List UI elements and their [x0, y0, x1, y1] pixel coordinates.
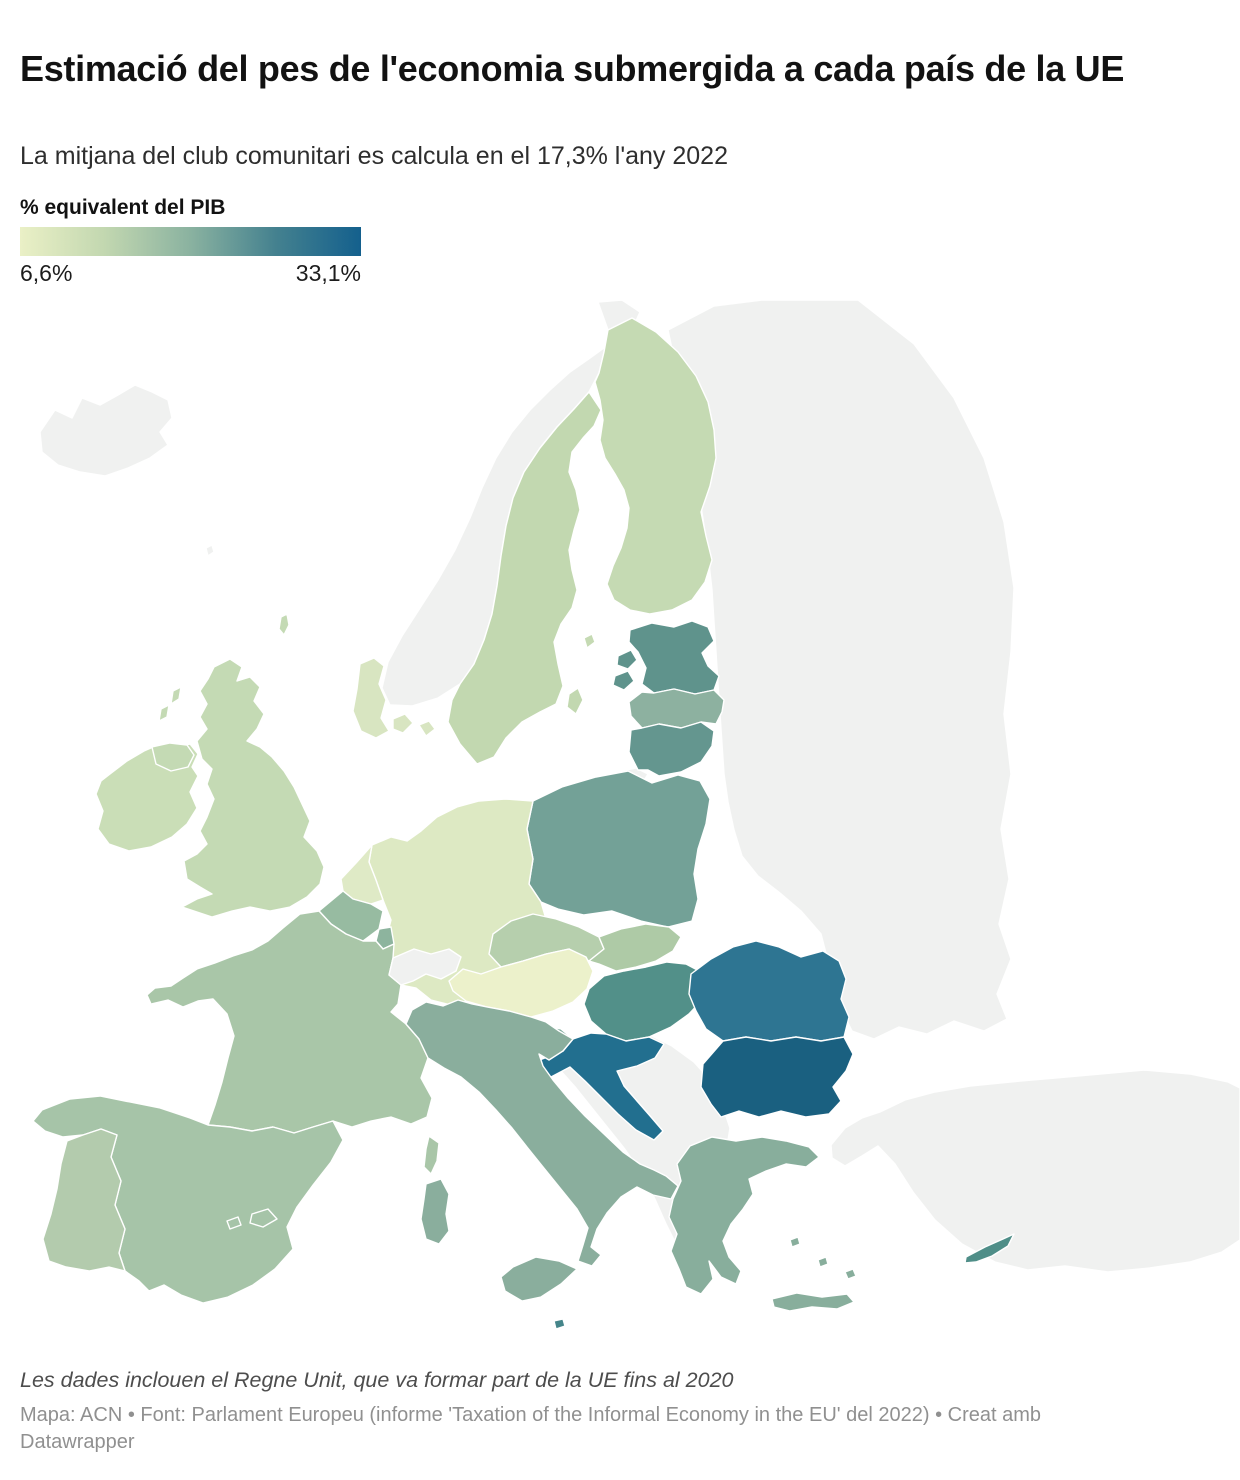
country-uk-northern-ireland[interactable]: [151, 742, 195, 772]
country-italy-sicily[interactable]: [500, 1256, 578, 1302]
country-finland-aland[interactable]: [583, 633, 596, 649]
region-turkey: [830, 1069, 1240, 1273]
country-estonia[interactable]: [628, 620, 720, 695]
region-switzerland: [388, 948, 462, 986]
legend-min-label: 6,6%: [20, 260, 73, 286]
country-denmark-islands[interactable]: [392, 713, 436, 737]
country-portugal[interactable]: [42, 1128, 126, 1272]
page-title: Estimació del pes de l'economia submergi…: [20, 48, 1125, 90]
country-bulgaria[interactable]: [700, 1036, 854, 1118]
europe-map-svg: [32, 299, 1240, 1330]
legend-gradient: [20, 227, 361, 256]
country-poland[interactable]: [526, 770, 711, 928]
country-spain-balearics[interactable]: [226, 1208, 278, 1230]
map-credits: Mapa: ACN • Font: Parlament Europeu (inf…: [20, 1402, 1170, 1456]
country-italy[interactable]: [405, 999, 679, 1267]
country-lithuania[interactable]: [628, 721, 715, 777]
country-uk-islands[interactable]: [158, 613, 290, 722]
europe-choropleth-map: [0, 299, 1240, 1380]
country-italy-sardinia[interactable]: [420, 1178, 450, 1245]
country-sweden[interactable]: [447, 391, 602, 765]
country-latvia[interactable]: [628, 688, 725, 729]
legend-max-label: 33,1%: [295, 260, 361, 286]
country-finland[interactable]: [594, 317, 717, 615]
country-france-corsica[interactable]: [423, 1135, 440, 1175]
country-denmark[interactable]: [352, 657, 390, 739]
country-estonia-islands[interactable]: [612, 649, 638, 691]
legend-title: % equivalent del PIB: [20, 196, 226, 219]
country-slovakia[interactable]: [588, 923, 682, 972]
credits-line-2: Datawrapper: [20, 1431, 135, 1453]
country-sweden-gotland[interactable]: [566, 687, 584, 715]
country-romania[interactable]: [688, 940, 850, 1042]
country-greece-aegean-islands[interactable]: [789, 1236, 857, 1280]
country-greece[interactable]: [668, 1136, 820, 1295]
region-faroe: [205, 544, 215, 557]
map-footnote: Les dades inclouen el Regne Unit, que va…: [20, 1368, 734, 1392]
region-iceland: [39, 384, 173, 477]
country-uk[interactable]: [181, 658, 325, 918]
page-subtitle: La mitjana del club comunitari es calcul…: [20, 142, 728, 170]
legend-labels: 6,6% 33,1%: [20, 260, 361, 287]
country-greece-crete[interactable]: [771, 1292, 855, 1312]
region-eastern-neighbors: [667, 299, 1015, 1040]
country-malta[interactable]: [553, 1318, 566, 1330]
country-cyprus[interactable]: [964, 1233, 1015, 1264]
credits-line-1: Mapa: ACN • Font: Parlament Europeu (inf…: [20, 1404, 1042, 1426]
